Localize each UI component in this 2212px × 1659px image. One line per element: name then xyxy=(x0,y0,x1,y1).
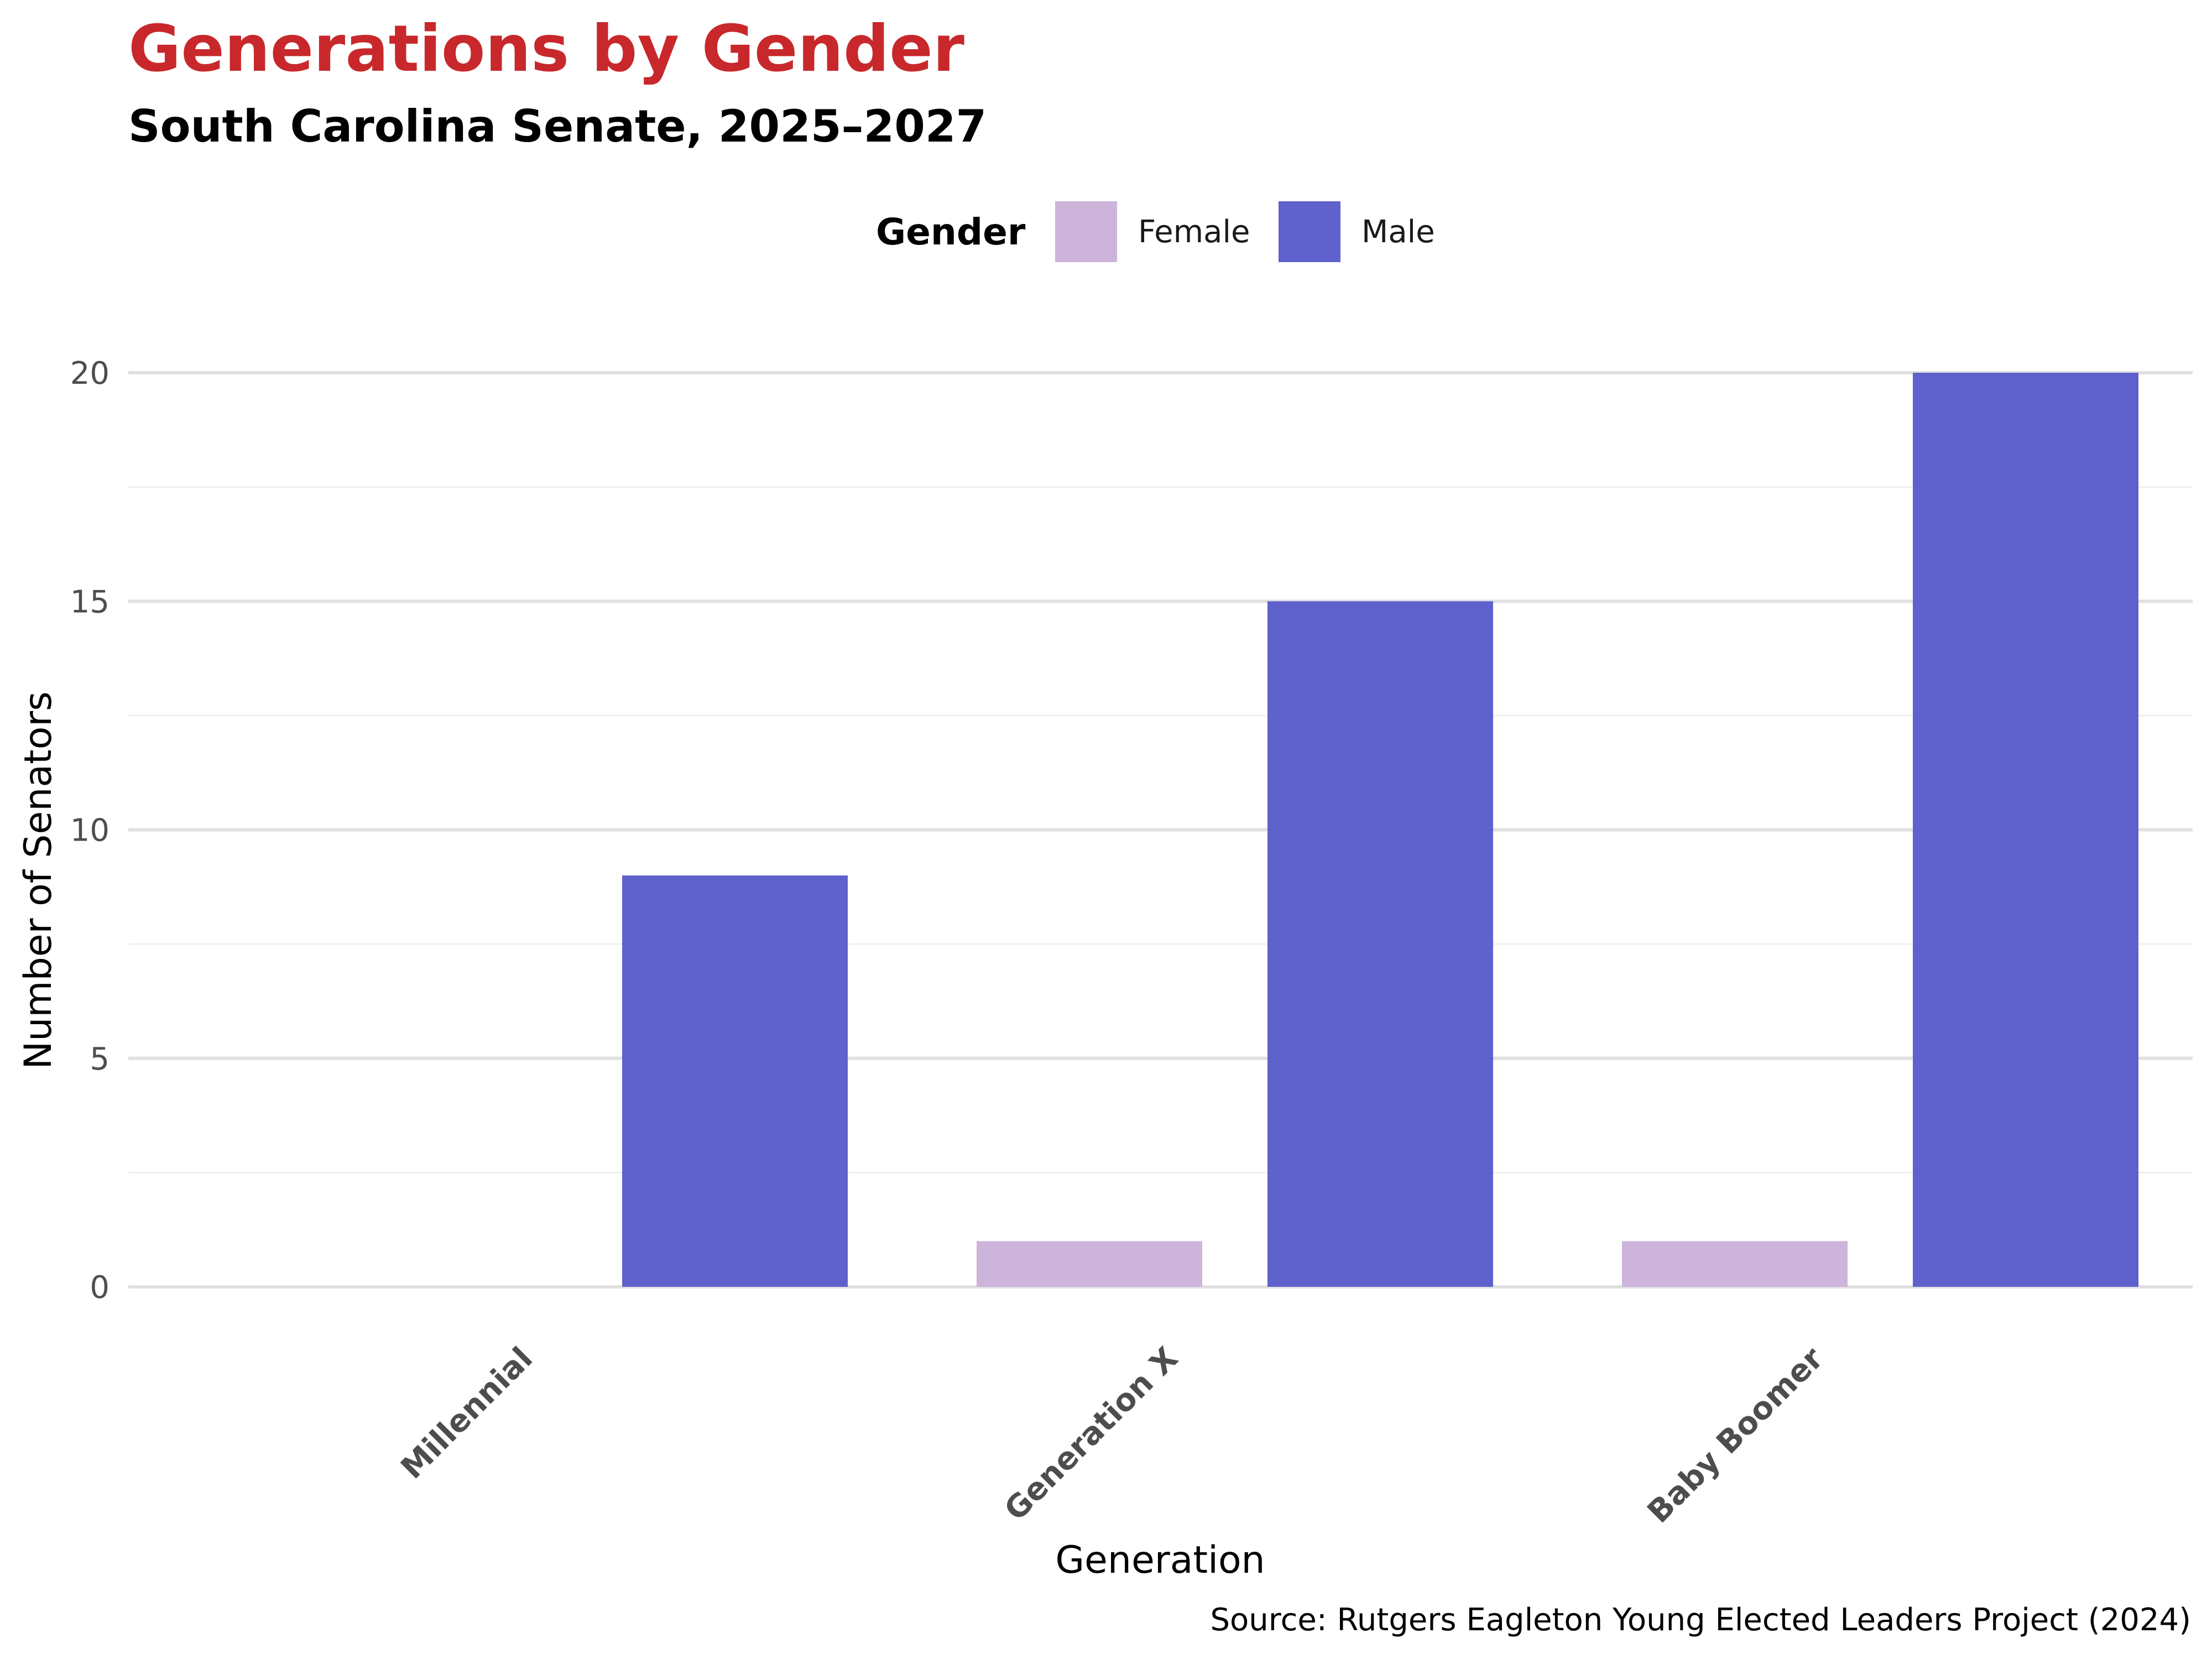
legend: Gender Female Male xyxy=(876,201,1435,262)
bar-female-baby-boomer xyxy=(1622,1241,1848,1287)
chart-subtitle: South Carolina Senate, 2025–2027 xyxy=(128,101,987,152)
y-axis-ticks: 0 5 10 15 20 xyxy=(70,356,109,1306)
x-category-label: Generation X xyxy=(998,1340,1185,1528)
y-axis-title: Number of Senators xyxy=(17,691,60,1069)
y-tick-label: 15 xyxy=(70,584,109,620)
bar-male-millennial xyxy=(622,875,848,1287)
chart-caption: Source: Rutgers Eagleton Young Elected L… xyxy=(1210,1602,2191,1638)
legend-label-male: Male xyxy=(1361,214,1435,250)
bar-male-baby-boomer xyxy=(1913,373,2138,1287)
x-axis-categories: Millennial Generation X Baby Boomer xyxy=(394,1340,1830,1530)
bars xyxy=(622,373,2138,1287)
gridlines xyxy=(128,371,2193,1288)
legend-label-female: Female xyxy=(1138,214,1250,250)
y-tick-label: 5 xyxy=(90,1041,109,1077)
x-category-label: Baby Boomer xyxy=(1641,1340,1830,1530)
x-axis-title: Generation xyxy=(1055,1538,1265,1582)
x-category-label: Millennial xyxy=(394,1340,540,1486)
legend-swatch-female xyxy=(1055,201,1117,262)
legend-swatch-male xyxy=(1279,201,1340,262)
y-tick-label: 10 xyxy=(70,813,109,849)
bar-male-generation-x xyxy=(1267,601,1493,1287)
y-tick-label: 20 xyxy=(70,356,109,392)
chart-title: Generations by Gender xyxy=(128,12,964,86)
bar-female-generation-x xyxy=(977,1241,1202,1287)
legend-title: Gender xyxy=(876,211,1026,253)
y-tick-label: 0 xyxy=(90,1270,109,1306)
